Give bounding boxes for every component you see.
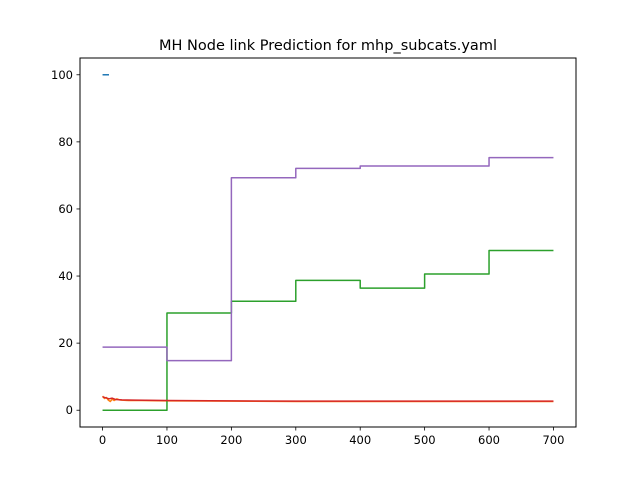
x-tick-label-0: 0 (99, 433, 106, 447)
x-tick-label-4: 400 (349, 433, 371, 447)
y-tick-label-4: 80 (58, 135, 73, 149)
axis-ticks: 0 100 200 300 400 500 600 700 0 20 40 60 80 100 (51, 68, 564, 447)
x-tick-label-3: 300 (285, 433, 307, 447)
y-tick-label-0: 0 (66, 403, 73, 417)
axes-frame (79, 57, 577, 428)
plot-area (101, 74, 554, 411)
x-tick-label-7: 700 (542, 433, 564, 447)
series-line-3 (102, 396, 554, 402)
series-line-4 (102, 156, 554, 362)
y-tick-label-2: 40 (58, 269, 73, 283)
y-tick-label-5: 100 (51, 68, 73, 82)
chart-title: MH Node link Prediction for mhp_subcats.… (159, 38, 497, 54)
x-tick-label-6: 600 (478, 433, 500, 447)
y-tick-label-3: 60 (58, 202, 73, 216)
series-line-2 (102, 249, 554, 411)
y-tick-label-1: 20 (58, 336, 73, 350)
x-tick-label-1: 100 (156, 433, 178, 447)
x-tick-label-2: 200 (220, 433, 242, 447)
x-tick-label-5: 500 (414, 433, 436, 447)
